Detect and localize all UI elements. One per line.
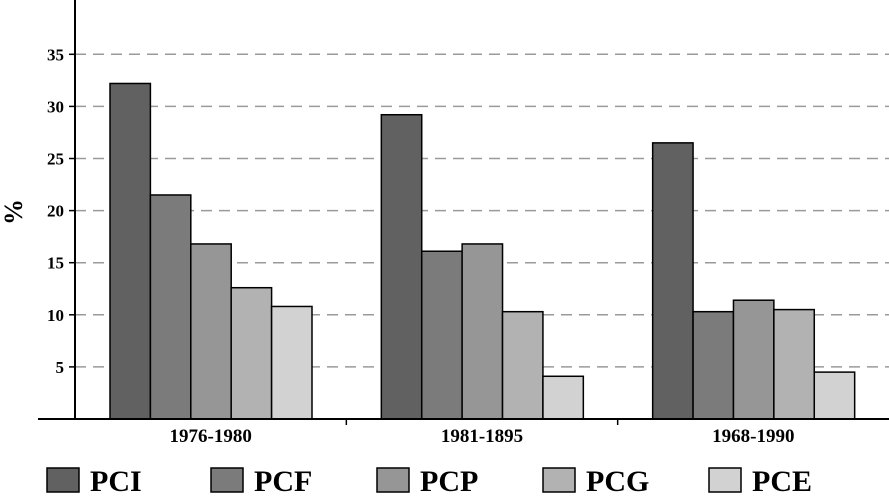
y-tick-label: 20 [47, 202, 64, 221]
y-tick-label: 15 [47, 254, 64, 273]
category-label: 1981-1895 [441, 426, 523, 447]
bar-pce-1981-1895 [542, 375, 585, 420]
legend-swatch-pcg [542, 467, 576, 493]
bar-pce-1976-1980 [270, 305, 313, 420]
bar-pcg-1968-1990 [773, 308, 816, 420]
y-tick-label: 10 [47, 306, 64, 325]
y-tick-label: 5 [56, 358, 65, 377]
axes [38, 0, 889, 420]
legend-label-pcf: PCF [254, 465, 312, 498]
legend-swatch-pcf [210, 467, 244, 493]
y-tick-label: 35 [47, 45, 64, 64]
bar-pcp-1968-1990 [732, 299, 775, 420]
bars [109, 82, 856, 420]
bar-pcf-1976-1980 [149, 194, 192, 420]
legend: PCI PCF PCP PCG PCE [46, 465, 812, 498]
bar-pcp-1976-1980 [190, 243, 232, 420]
legend-label-pcg: PCG [586, 465, 649, 498]
legend-swatch-pci [46, 467, 80, 493]
legend-label-pci: PCI [90, 465, 142, 498]
bar-pce-1968-1990 [813, 371, 856, 420]
y-axis-title: % [0, 199, 28, 225]
bar-pcf-1968-1990 [692, 310, 735, 420]
bar-pci-1968-1990 [651, 142, 694, 420]
category-label: 1976-1980 [170, 426, 252, 447]
category-label: 1968-1990 [712, 426, 794, 447]
legend-label-pce: PCE [752, 465, 812, 498]
legend-swatch-pce [708, 467, 742, 493]
bar-pci-1981-1895 [380, 113, 423, 420]
legend-swatch-pcp [376, 467, 410, 493]
y-tick-labels: 5 10 15 20 25 30 35 [47, 45, 75, 377]
category-labels: 1976-1980 1981-1895 1968-1990 [170, 419, 794, 447]
y-tick-label: 25 [47, 150, 64, 169]
bar-pcp-1981-1895 [461, 243, 504, 420]
bar-pcg-1976-1980 [230, 286, 273, 420]
y-tick-label: 30 [47, 97, 64, 116]
bar-pcg-1981-1895 [501, 310, 544, 420]
legend-label-pcp: PCP [420, 465, 478, 498]
bar-pci-1976-1980 [109, 82, 152, 420]
bar-pcf-1981-1895 [420, 250, 463, 420]
